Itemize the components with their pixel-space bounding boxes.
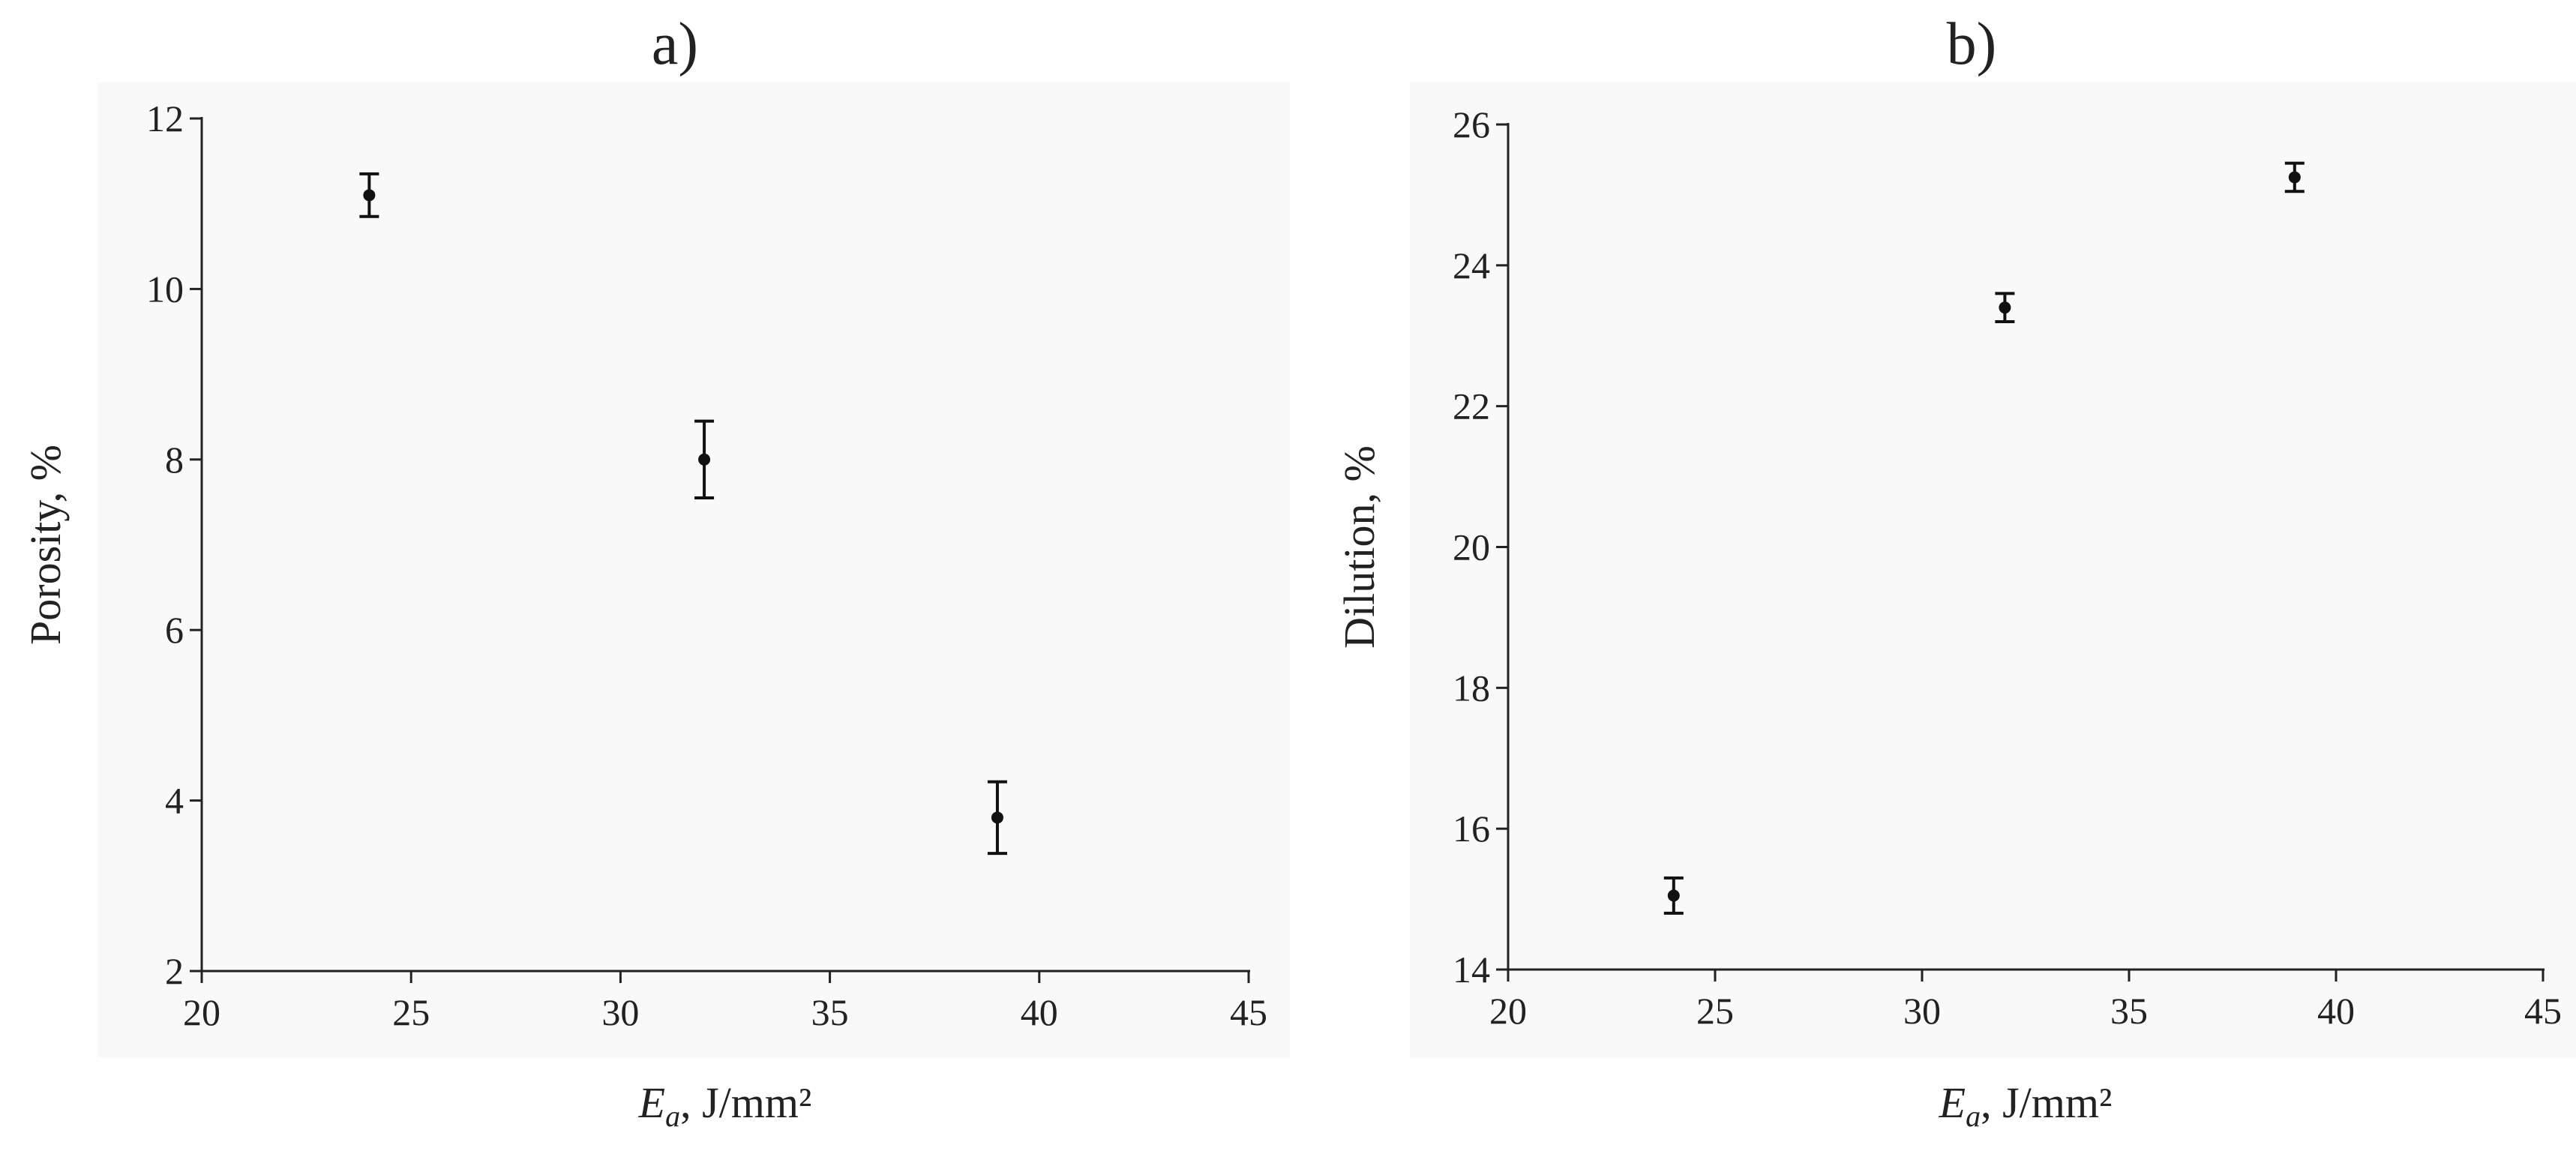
data-point: [2288, 171, 2301, 184]
y-tick-label: 4: [165, 780, 184, 822]
x-label-unit: , J/mm²: [1981, 1078, 2112, 1127]
x-tick-label: 30: [601, 991, 639, 1033]
x-tick-label: 45: [1230, 991, 1267, 1033]
y-tick-label: 2: [165, 950, 184, 992]
x-tick-label: 25: [392, 991, 430, 1033]
chart: a) 2 4 6 8 10 12 20 25 30 35 40 45 Porosity, % Ea, J/m…: [21, 11, 1267, 1133]
x-tick-label: 35: [811, 991, 849, 1033]
y-tick-label: 8: [165, 439, 184, 481]
x-label-unit: , J/mm²: [680, 1078, 811, 1127]
y-tick-label: 24: [1453, 244, 1490, 286]
data-point: [1667, 889, 1680, 902]
panel-background: [97, 82, 1290, 1057]
x-tick-label: 35: [2110, 990, 2148, 1032]
chart: b) 14 16 18 20 22 24 26 20 25 30 35 40 45 Dilution, % E…: [1335, 11, 2562, 1133]
y-tick-label: 12: [146, 97, 184, 139]
x-tick-label: 25: [1696, 990, 1734, 1032]
y-tick-label: 14: [1453, 949, 1490, 991]
y-tick-label: 22: [1453, 385, 1490, 427]
x-tick-label: 40: [2317, 990, 2355, 1032]
y-tick-label: 10: [146, 268, 184, 310]
y-tick-label: 16: [1453, 808, 1490, 850]
chart-title: b): [1947, 11, 1997, 77]
x-axis-label: Ea, J/mm²: [1939, 1078, 2113, 1133]
y-tick-label: 18: [1453, 667, 1490, 709]
data-point: [698, 453, 711, 466]
y-tick-label: 26: [1453, 103, 1490, 145]
x-axis-label: Ea, J/mm²: [638, 1078, 812, 1133]
x-tick-label: 20: [183, 991, 220, 1033]
y-axis-label: Dilution, %: [1335, 445, 1384, 649]
data-point: [991, 811, 1003, 824]
y-tick-label: 20: [1453, 526, 1490, 568]
y-tick-label: 6: [165, 609, 184, 651]
y-axis-label: Porosity, %: [21, 445, 70, 645]
x-label-subscript: a: [665, 1099, 680, 1133]
chart-title: a): [652, 11, 698, 77]
panel-background: [1410, 82, 2576, 1057]
x-label-symbol: E: [638, 1078, 665, 1127]
x-label-symbol: E: [1939, 1078, 1966, 1127]
x-tick-label: 30: [1903, 990, 1941, 1032]
x-label-subscript: a: [1966, 1099, 1981, 1133]
x-tick-label: 40: [1021, 991, 1058, 1033]
x-tick-label: 20: [1489, 990, 1527, 1032]
x-tick-label: 45: [2524, 990, 2562, 1032]
data-point: [1999, 301, 2011, 314]
data-point: [363, 189, 376, 202]
